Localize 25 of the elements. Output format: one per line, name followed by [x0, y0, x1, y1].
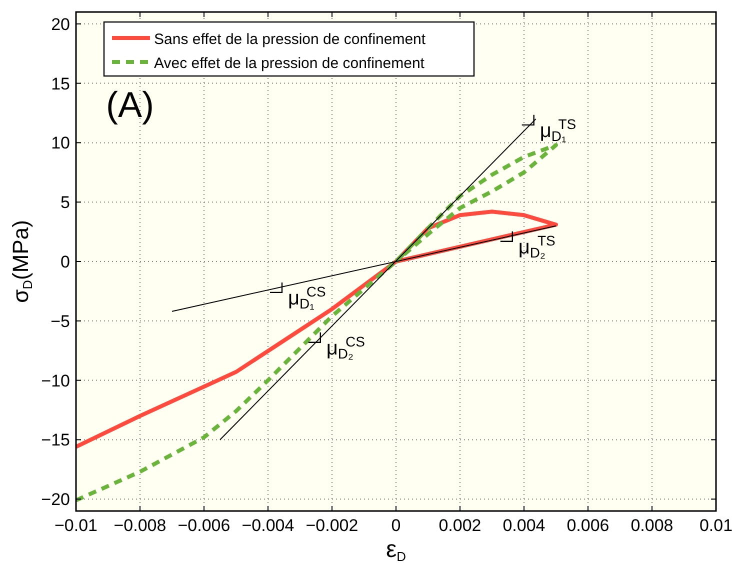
legend-label: Sans effet de la pression de confinement [154, 31, 426, 48]
x-tick-label: −0.002 [306, 516, 358, 535]
annotation: (A) [106, 84, 154, 125]
y-tick-label: 0 [60, 252, 70, 272]
y-tick-label: 10 [51, 134, 70, 153]
legend-label: Avec effet de la pression de confinement [154, 55, 426, 72]
y-tick-label: −10 [41, 371, 70, 390]
x-axis-title: ε$_{D}$ [386, 536, 406, 563]
y-tick-label: −5 [50, 312, 70, 331]
x-tick-label: 0.002 [438, 516, 482, 535]
y-tick-label: 5 [60, 193, 70, 212]
x-tick-label: 0 [391, 516, 401, 535]
x-tick-label: 0.006 [566, 516, 610, 535]
x-tick-label: −0.008 [114, 516, 166, 535]
y-tick-label: −15 [41, 430, 70, 450]
x-tick-label: −0.01 [54, 516, 98, 535]
x-tick-label: −0.006 [178, 516, 230, 535]
x-tick-label: 0.004 [502, 516, 546, 535]
y-tick-label: −20 [41, 490, 70, 510]
line-series [74, 143, 558, 502]
x-tick-label: −0.004 [242, 516, 294, 535]
x-tick-label: 0.01 [699, 516, 733, 535]
y-tick-label: 15 [51, 74, 70, 94]
y-tick-label: 20 [51, 14, 70, 34]
x-tick-label: 0.008 [630, 516, 674, 535]
